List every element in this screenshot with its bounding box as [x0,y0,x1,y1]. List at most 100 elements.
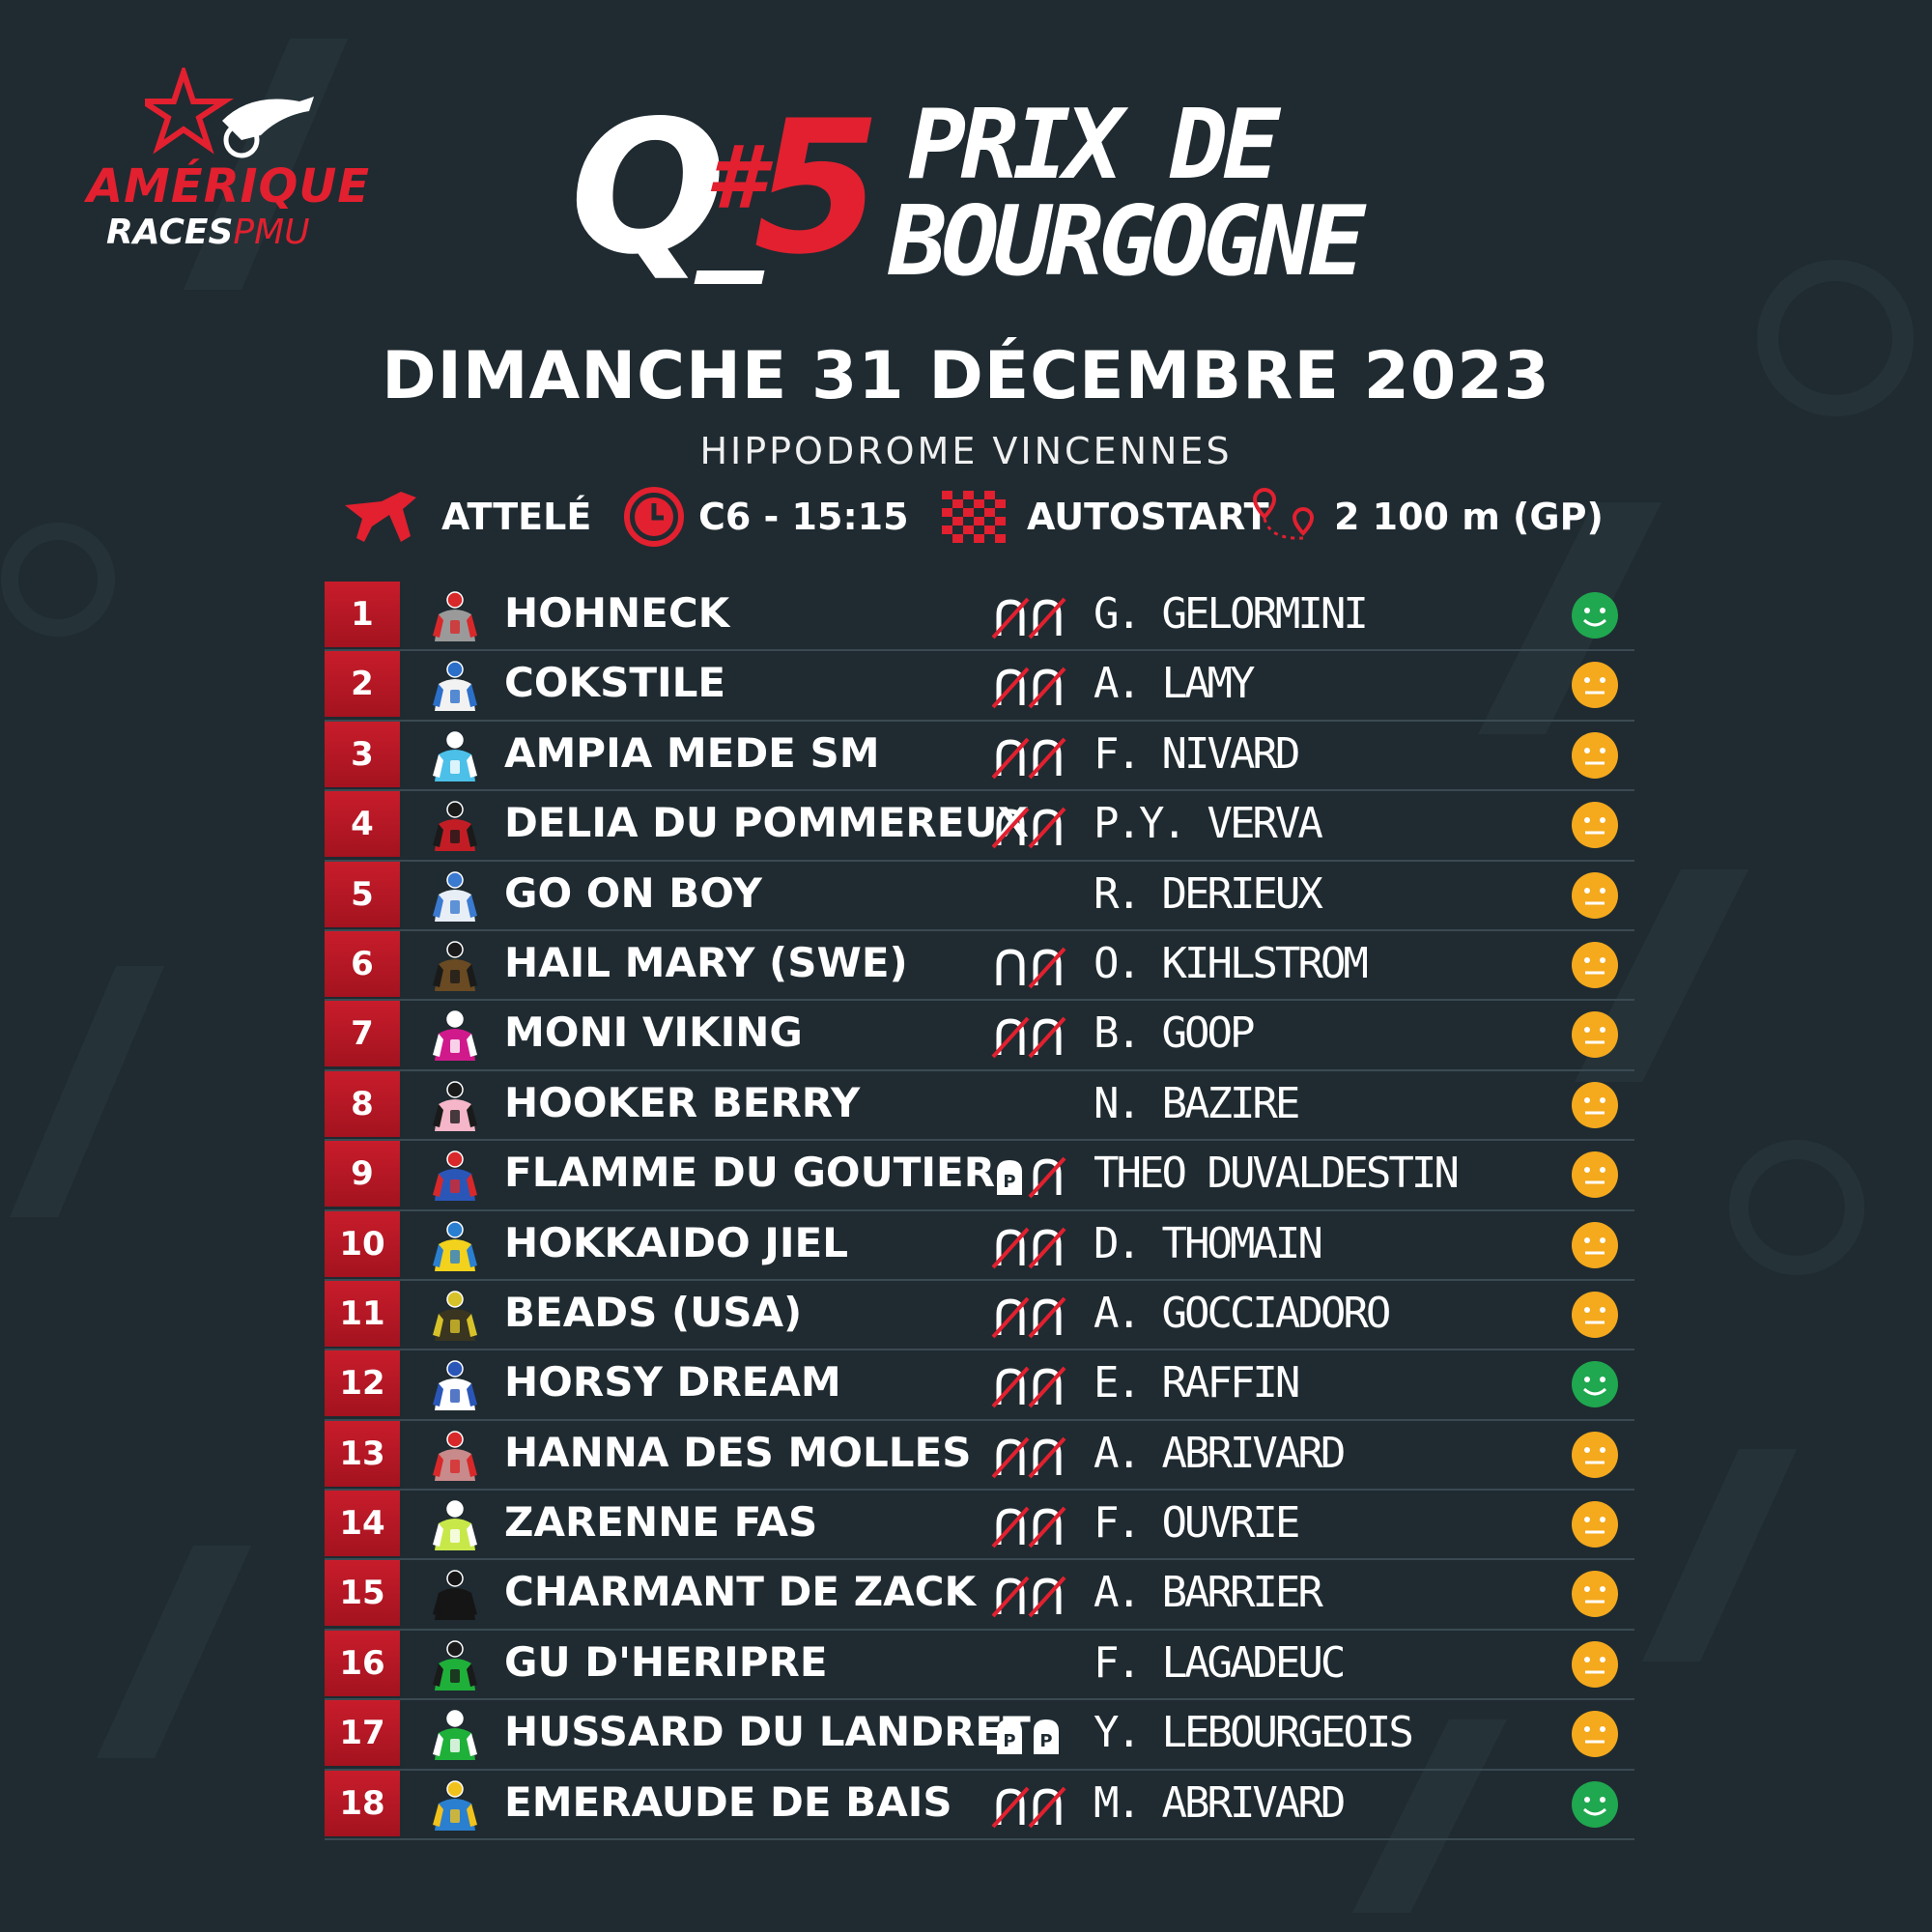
neutral-face-icon [1572,802,1618,849]
jockey-silk-icon [433,801,477,852]
neutral-face-icon [1572,1501,1618,1548]
runner-number: 1 [325,582,400,647]
svg-text:P: P [1003,1172,1015,1192]
driver-name: A. LAMY [1094,659,1255,709]
jockey-silk-icon [433,1570,477,1621]
brand-logo: AMÉRIQUE RACESPMU [77,68,369,261]
race-info-bar: ATTELÉ C6 - 15:15 AUTOSTART [0,483,1932,560]
horse-name: HAIL MARY (SWE) [504,938,908,986]
race-date: DIMANCHE 31 DÉCEMBRE 2023 [382,338,1550,414]
driver-name: F. NIVARD [1094,728,1300,779]
smiling-face-icon [1572,1361,1618,1408]
horse-name: DELIA DU POMMEREUX [504,799,1029,847]
runner-row: 2 COKSTILE A. LAMY [325,651,1634,722]
jockey-silk-icon [433,870,477,922]
runner-number: 5 [325,861,400,927]
driver-name: O. KIHLSTROM [1094,938,1369,988]
driver-name: B. GOOP [1094,1009,1255,1059]
driver-name: A. GOCCIADORO [1094,1288,1391,1338]
horseshoe-icon [991,597,1066,639]
horse-name: ZARENNE FAS [504,1498,818,1547]
runner-row: 17 HUSSARD DU LANDRET P P Y. LEBOURGEOIS [325,1700,1634,1771]
race-title-line1: PRIX DE [908,88,1280,201]
runner-number: 12 [325,1350,400,1417]
start-info: AUTOSTART [942,483,1269,551]
driver-name: E. RAFFIN [1094,1358,1300,1408]
distance-label: 2 100 m (GP) [1334,496,1604,538]
driver-name: Y. LEBOURGEOIS [1094,1708,1414,1758]
runner-number: 16 [325,1630,400,1696]
horse-name: CHARMANT DE ZACK [504,1568,977,1616]
logo-word-races: RACESPMU [106,213,310,252]
driver-name: A. ABRIVARD [1094,1428,1346,1478]
runner-row: 11 BEADS (USA) A. GOCCIADORO [325,1280,1634,1351]
race-title: PRIX DE BOURGOGNE [889,88,1366,298]
runner-number: 15 [325,1560,400,1627]
driver-name: F. OUVRIE [1094,1498,1300,1548]
jockey-silk-icon [433,1220,477,1271]
runner-number: 14 [325,1491,400,1557]
horse-name: HOHNECK [504,589,730,637]
runner-number: 9 [325,1141,400,1208]
horse-name: HANNA DES MOLLES [504,1428,972,1476]
neutral-face-icon [1572,662,1618,709]
runner-row: 14 ZARENNE FAS F. OUVRIE [325,1491,1634,1561]
horse-name: HORSY DREAM [504,1358,841,1406]
svg-text:P: P [1003,1731,1015,1751]
neutral-face-icon [1572,1291,1618,1338]
jockey-silk-icon [433,661,477,712]
runner-number: 3 [325,721,400,787]
quinte-q: Q [570,81,726,295]
runner-number: 7 [325,1001,400,1067]
horseshoe-icon [991,1296,1066,1339]
horseshoe-icon [991,668,1066,709]
jockey-silk-icon [433,1500,477,1551]
jockey-silk-icon [433,1080,477,1131]
smiling-face-icon [1572,1780,1618,1828]
logo-races: RACES [106,213,234,252]
horseshoe-icon [991,807,1066,849]
runner-row: 8 HOOKER BERRY N. BAZIRE [325,1070,1634,1142]
runner-row: 18 EMERAUDE DE BAIS M. ABRIVARD [325,1770,1634,1841]
trotting-horse-icon [345,492,416,542]
jockey-silk-icon [433,731,477,781]
logo-pmu: PMU [233,213,310,252]
horse-name: FLAMME DU GOUTIER [504,1149,996,1197]
runner-row: 7 MONI VIKING B. GOOP [325,1001,1634,1071]
neutral-face-icon [1572,1221,1618,1268]
course-label: C6 - 15:15 [698,496,909,538]
race-venue: HIPPODROME VINCENNES [699,430,1233,472]
quinte-hash: # [705,128,766,229]
driver-name: F. LAGADEUC [1094,1637,1346,1688]
race-title-line2: BOURGOGNE [889,185,1366,298]
horseshoe-icon [991,1506,1066,1548]
runner-number: 13 [325,1420,400,1487]
runners-list: 1 HOHNECK G. GELORMINI 2 COKSTILE A. LAMY 3 AMP… [325,582,1634,1841]
driver-name: A. BARRIER [1094,1568,1323,1618]
runner-row: 6 HAIL MARY (SWE) O. KIHLSTROM [325,930,1634,1002]
runner-row: 5 GO ON BOY R. DERIEUX [325,861,1634,931]
runner-number: 6 [325,930,400,997]
neutral-face-icon [1572,1711,1618,1758]
horse-name: GO ON BOY [504,868,762,917]
neutral-face-icon [1572,1640,1618,1688]
discipline-label: ATTELÉ [441,496,592,538]
horseshoe-icon [991,1436,1066,1479]
jockey-silk-icon [433,1779,477,1831]
horse-name: GU D'HERIPRE [504,1637,828,1686]
jockey-silk-icon [433,1151,477,1202]
start-label: AUTOSTART [1027,496,1269,538]
runner-number: 10 [325,1210,400,1277]
horse-name: EMERAUDE DE BAIS [504,1777,952,1826]
horse-name: HUSSARD DU LANDRET [504,1708,1031,1756]
horseshoe-icon [991,1577,1066,1618]
runner-row: 9 FLAMME DU GOUTIER P THEO DUVALDESTIN [325,1141,1634,1211]
jockey-silk-icon [433,1430,477,1481]
jockey-silk-icon [433,1640,477,1690]
star-horse-icon [145,68,314,158]
neutral-face-icon [1572,1431,1618,1478]
runner-number: 2 [325,651,400,718]
neutral-face-icon [1572,1011,1618,1059]
jockey-silk-icon [433,941,477,991]
runner-number: 17 [325,1700,400,1767]
